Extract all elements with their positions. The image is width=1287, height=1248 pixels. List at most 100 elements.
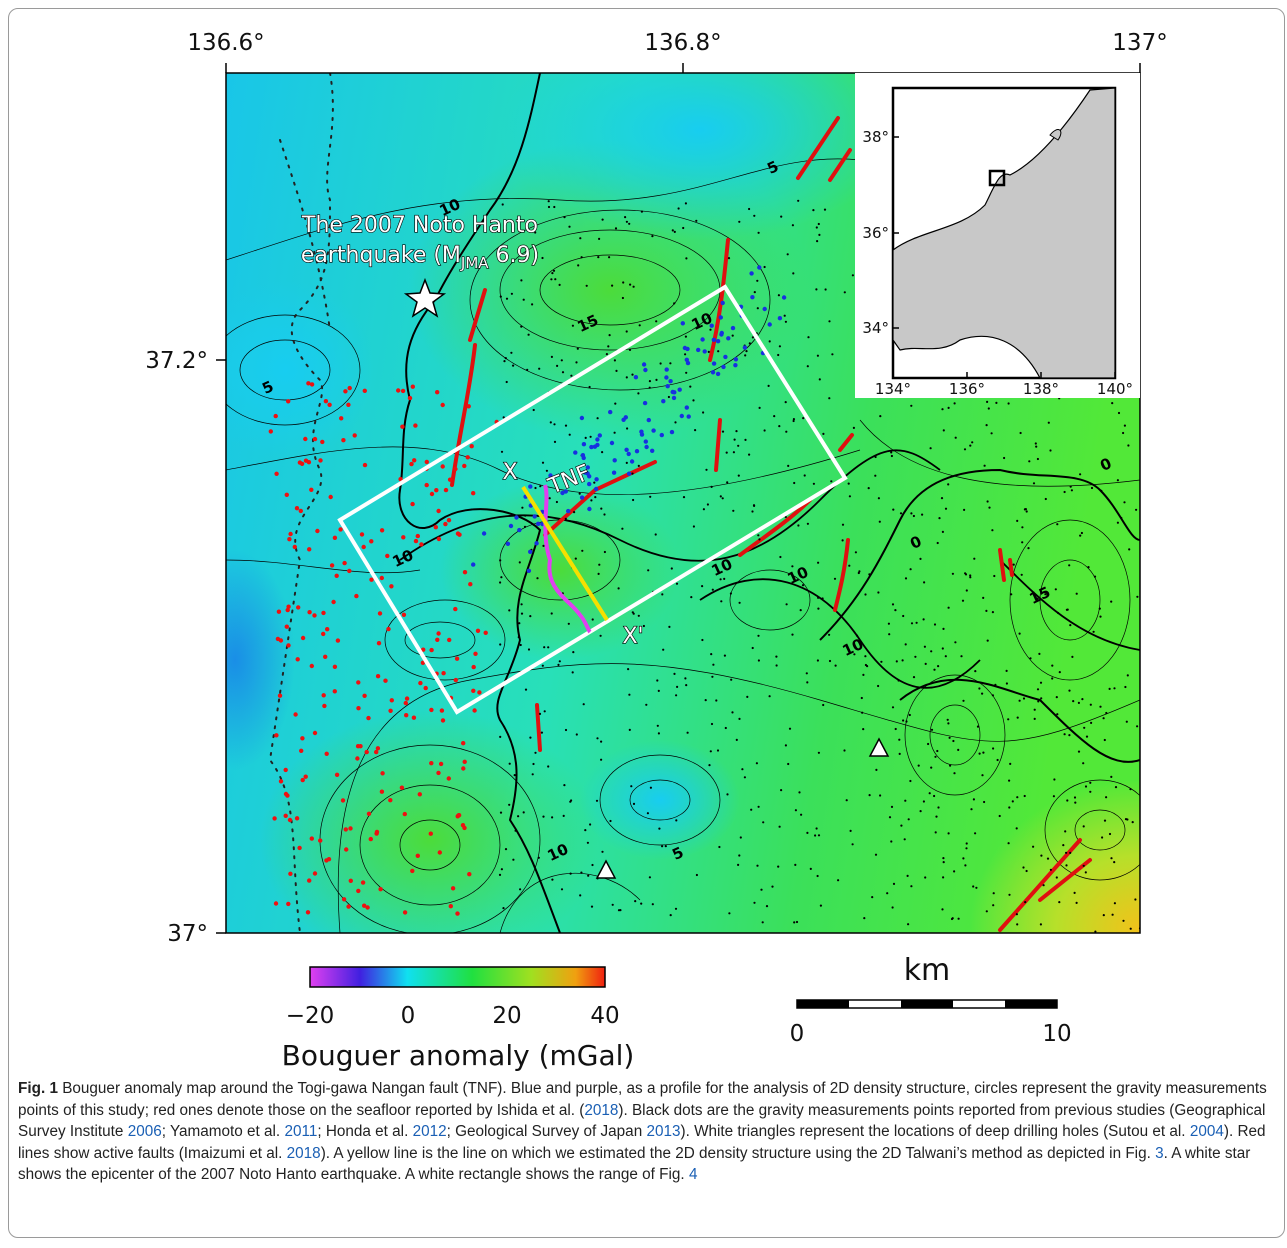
land-point — [923, 581, 925, 583]
land-point — [949, 765, 951, 767]
study-point — [700, 337, 704, 341]
caption-reference[interactable]: 2006 — [128, 1123, 162, 1140]
inset-lon-tick: 136° — [949, 380, 985, 398]
study-point — [668, 379, 672, 383]
caption-reference[interactable]: 2018 — [287, 1145, 321, 1162]
land-point — [920, 810, 922, 812]
study-point — [612, 471, 616, 475]
seafloor-point — [310, 836, 314, 840]
study-point — [534, 541, 538, 545]
land-point — [1012, 800, 1014, 802]
land-point — [701, 585, 703, 587]
caption-reference[interactable]: 2018 — [584, 1102, 618, 1119]
seafloor-point — [286, 643, 290, 647]
caption-reference[interactable]: 2004 — [1190, 1123, 1224, 1140]
land-point — [738, 475, 740, 477]
land-point — [898, 739, 900, 741]
land-point — [730, 592, 732, 594]
land-point — [551, 612, 553, 614]
scalebar-segment — [1005, 1000, 1057, 1008]
study-point — [621, 418, 625, 422]
land-point — [875, 769, 877, 771]
study-point — [594, 477, 598, 481]
land-point — [907, 875, 909, 877]
land-point — [684, 677, 686, 679]
land-point — [590, 436, 592, 438]
land-point — [675, 819, 677, 821]
land-point — [532, 763, 534, 765]
land-point — [937, 806, 939, 808]
land-point — [548, 200, 550, 202]
land-point — [812, 209, 814, 211]
land-point — [626, 330, 628, 332]
land-point — [591, 864, 593, 866]
land-point — [732, 510, 734, 512]
land-point — [794, 864, 796, 866]
seafloor-point — [435, 638, 439, 642]
land-point — [612, 904, 614, 906]
seafloor-point — [285, 493, 289, 497]
land-point — [532, 524, 534, 526]
land-point — [992, 904, 994, 906]
caption-reference[interactable]: 2012 — [413, 1123, 447, 1140]
land-point — [511, 293, 513, 295]
land-point — [1090, 722, 1092, 724]
land-point — [505, 848, 507, 850]
seafloor-point — [447, 638, 451, 642]
study-point — [685, 405, 689, 409]
caption-reference[interactable]: 3 — [1155, 1145, 1164, 1162]
land-point — [973, 798, 975, 800]
land-point — [744, 776, 746, 778]
caption-reference[interactable]: 4 — [689, 1166, 698, 1183]
study-point — [582, 456, 586, 460]
land-point — [675, 694, 677, 696]
land-point — [542, 816, 544, 818]
land-point — [991, 432, 993, 434]
seafloor-point — [296, 657, 300, 661]
land-point — [890, 840, 892, 842]
land-point — [572, 671, 574, 673]
anomaly-low — [195, 280, 375, 460]
land-point — [685, 202, 687, 204]
seafloor-point — [454, 678, 458, 682]
land-point — [1110, 857, 1112, 859]
seafloor-point — [295, 506, 299, 510]
study-point — [634, 375, 638, 379]
land-point — [1113, 861, 1115, 863]
land-point — [828, 397, 830, 399]
land-point — [748, 208, 750, 210]
land-point — [709, 329, 711, 331]
caption-reference[interactable]: 2011 — [284, 1123, 317, 1140]
land-point — [797, 200, 799, 202]
seafloor-point — [453, 467, 457, 471]
land-point — [817, 597, 819, 599]
land-point — [711, 486, 713, 488]
land-point — [744, 354, 746, 356]
land-point — [824, 209, 826, 211]
seafloor-point — [274, 472, 278, 476]
study-point — [712, 361, 716, 365]
land-point — [575, 558, 577, 560]
land-point — [1028, 460, 1030, 462]
seafloor-point — [404, 701, 408, 705]
seafloor-point — [414, 539, 418, 543]
land-point — [1094, 576, 1096, 578]
caption-reference[interactable]: 2013 — [646, 1123, 680, 1140]
land-point — [746, 696, 748, 698]
land-point — [665, 845, 667, 847]
land-point — [499, 559, 501, 561]
land-point — [576, 733, 578, 735]
land-point — [1132, 821, 1134, 823]
land-point — [734, 439, 736, 441]
land-point — [1047, 858, 1049, 860]
study-point — [685, 347, 689, 351]
study-point — [627, 472, 631, 476]
land-point — [579, 894, 581, 896]
seafloor-point — [355, 756, 359, 760]
land-point — [904, 838, 906, 840]
land-point — [650, 787, 652, 789]
seafloor-point — [338, 527, 342, 531]
land-point — [1081, 698, 1083, 700]
land-point — [1085, 871, 1087, 873]
study-point — [643, 368, 647, 372]
